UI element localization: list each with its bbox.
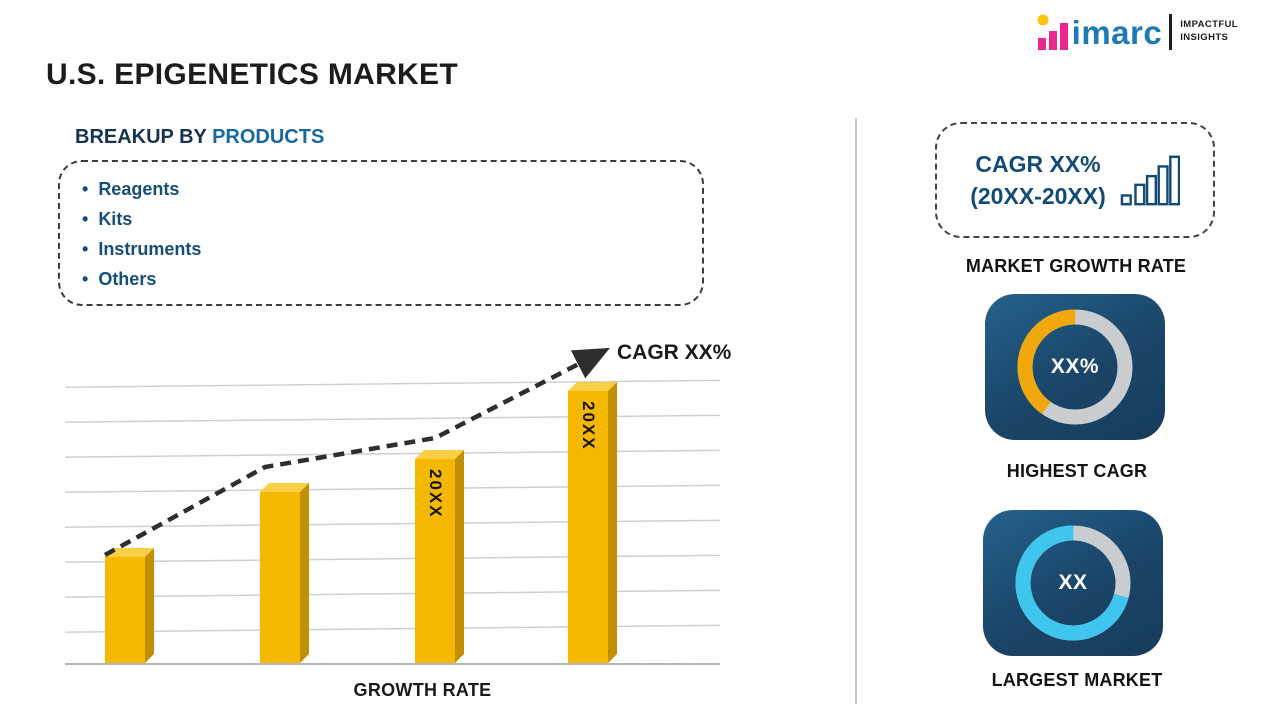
market-growth-caption: MARKET GROWTH RATE bbox=[965, 256, 1187, 276]
bar-3: 20XX bbox=[415, 459, 477, 666]
bar-label: 20XX bbox=[579, 401, 598, 451]
bar-chart-icon bbox=[1120, 155, 1180, 206]
list-item: Reagents bbox=[82, 174, 702, 204]
market-donut-chart bbox=[1015, 525, 1131, 641]
market-growth-rate-card: CAGR XX% (20XX-20XX) bbox=[935, 122, 1215, 238]
products-list-box: Reagents Kits Instruments Others bbox=[58, 160, 704, 306]
market-value: XX bbox=[1058, 571, 1088, 594]
chart-baseline bbox=[65, 663, 720, 665]
breakup-heading-highlight: PRODUCTS bbox=[212, 126, 325, 148]
imarc-logo-icon bbox=[1037, 14, 1068, 50]
donut-ring-segment bbox=[1015, 525, 1131, 641]
highest-cagr-card: XX% bbox=[985, 294, 1165, 440]
highest-cagr-caption: HIGHEST CAGR bbox=[1006, 461, 1148, 481]
list-item: Others bbox=[82, 264, 702, 294]
breakup-heading: BREAKUP BY PRODUCTS bbox=[75, 126, 324, 149]
bar-label: 20XX bbox=[426, 469, 445, 519]
trend-arrow-label: CAGR XX% bbox=[617, 341, 732, 364]
list-item: Kits bbox=[82, 204, 702, 234]
largest-market-card: XX bbox=[983, 510, 1163, 656]
chart-gridlines bbox=[65, 379, 720, 667]
list-item: Instruments bbox=[82, 234, 702, 264]
bar-2 bbox=[260, 492, 322, 666]
logo-tagline: IMPACTFUL INSIGHTS bbox=[1180, 19, 1238, 43]
vertical-divider bbox=[855, 118, 857, 704]
chart-axis-label: GROWTH RATE bbox=[353, 680, 492, 700]
donut-ring-segment bbox=[1017, 309, 1133, 425]
cagr-donut-chart bbox=[1017, 309, 1133, 425]
largest-market-caption: LARGEST MARKET bbox=[991, 670, 1163, 690]
logo-yellow-dot bbox=[1037, 14, 1049, 26]
logo-divider bbox=[1169, 14, 1173, 50]
imarc-logo: imarc IMPACTFUL INSIGHTS bbox=[1036, 12, 1238, 52]
cagr-period-text: CAGR XX% (20XX-20XX) bbox=[970, 150, 1106, 209]
page-title: U.S. EPIGENETICS MARKET bbox=[46, 58, 458, 91]
cagr-value: XX% bbox=[1050, 355, 1100, 378]
bar-1 bbox=[105, 557, 167, 666]
breakup-heading-prefix: BREAKUP BY bbox=[75, 126, 213, 148]
logo-brand-text: imarc bbox=[1071, 13, 1163, 51]
bar-4: 20XX bbox=[568, 391, 630, 666]
growth-bar-chart: 20XX 20XX bbox=[65, 375, 720, 667]
